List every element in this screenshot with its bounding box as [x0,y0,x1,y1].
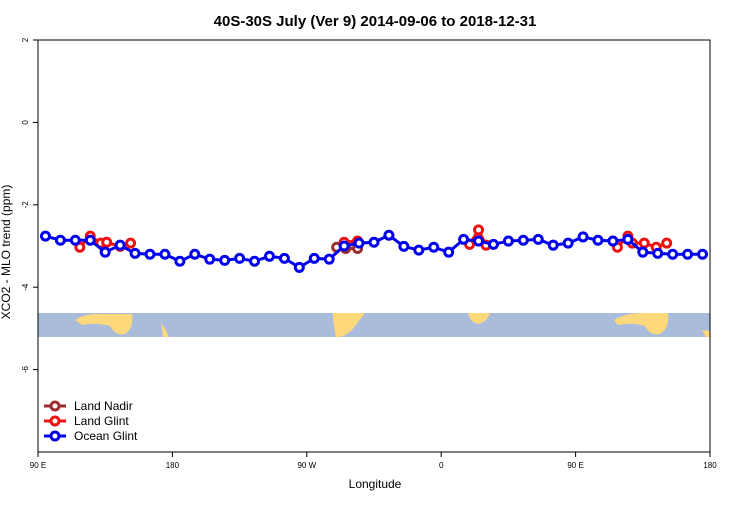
data-point [99,246,111,258]
data-point [189,248,201,260]
x-tick-label: 90 E [567,461,583,470]
y-tick-label: -2 [21,201,30,209]
x-tick-label: 180 [703,461,717,470]
data-point [458,233,470,245]
data-point [144,248,156,260]
data-point [517,234,529,246]
data-point [101,236,113,248]
data-point [69,234,81,246]
data-point [487,238,499,250]
data-point [308,252,320,264]
legend-label: Land Nadir [74,399,133,413]
data-point [234,252,246,264]
data-point [532,233,544,245]
land-shape [468,313,490,324]
data-point [293,261,305,273]
y-tick-label: 2 [21,37,30,42]
data-point [413,244,425,256]
plot-frame [37,39,711,453]
land-shape [161,323,169,337]
land-shape [75,313,133,335]
data-point [652,247,664,259]
data-point [562,237,574,249]
land-shape [333,313,365,337]
data-point [204,253,216,265]
chart-title: 40S-30S July (Ver 9) 2014-09-06 to 2018-… [214,13,537,30]
data-point [622,233,634,245]
legend-label: Ocean Glint [74,429,138,443]
data-point [667,248,679,260]
data-point [129,247,141,259]
legend-marker [49,430,61,442]
land-shape [702,330,710,337]
data-point [607,235,619,247]
data-point [338,240,350,252]
data-point [368,236,380,248]
data-point [323,253,335,265]
data-point [114,239,126,251]
y-tick-label: -6 [21,365,30,373]
data-point [84,234,96,246]
map-strip [38,313,710,337]
data-point [638,237,650,249]
data-point [174,255,186,267]
data-point [443,246,455,258]
data-point [592,234,604,246]
data-point [263,250,275,262]
data-point [473,224,485,236]
data-point [54,234,66,246]
data-point [39,230,51,242]
data-point [473,235,485,247]
legend-marker [49,400,61,412]
x-tick-label: 90 W [297,461,316,470]
x-tick-label: 0 [439,461,444,470]
data-point [353,237,365,249]
data-point [682,248,694,260]
data-point [697,248,709,260]
x-axis-label: Longitude [349,477,402,491]
y-tick-label: -4 [21,283,30,291]
data-point [219,254,231,266]
data-point [637,246,649,258]
data-point [278,252,290,264]
data-point [249,255,261,267]
y-tick-label: 0 [21,120,30,125]
data-point [502,235,514,247]
data-point [125,237,137,249]
data-point [159,248,171,260]
y-axis-label: XCO2 - MLO trend (ppm) [0,185,13,320]
legend-marker [49,415,61,427]
land-shape [614,313,669,335]
data-point [398,240,410,252]
data-point [661,237,673,249]
x-tick-label: 180 [166,461,180,470]
legend-label: Land Glint [74,414,129,428]
data-point [428,241,440,253]
x-tick-label: 90 E [30,461,46,470]
data-point [577,231,589,243]
data-point [383,229,395,241]
ocean-strip [38,313,710,337]
data-point [547,239,559,251]
